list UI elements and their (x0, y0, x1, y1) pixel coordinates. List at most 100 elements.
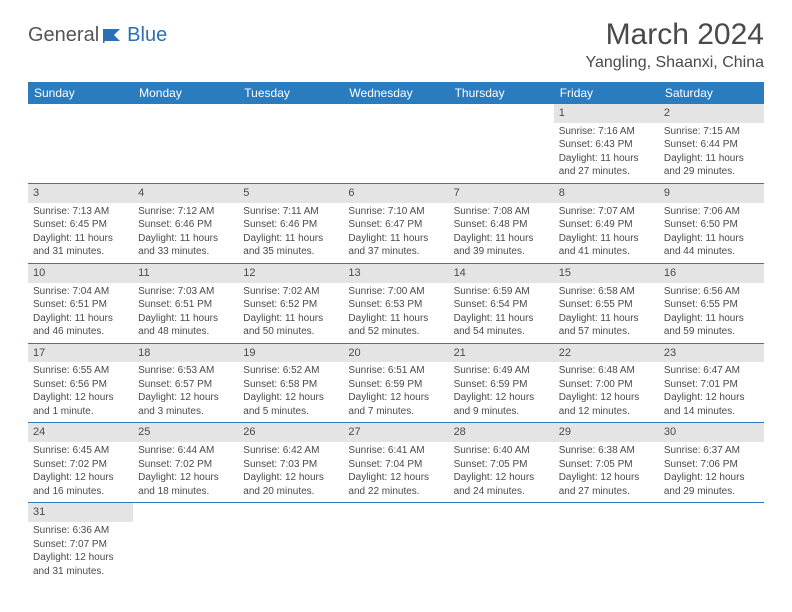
sunrise-text: Sunrise: 6:47 AM (664, 364, 759, 378)
day-body: Sunrise: 7:06 AMSunset: 6:50 PMDaylight:… (659, 203, 764, 263)
day-number: 27 (343, 423, 448, 442)
weekday-header: Thursday (449, 82, 554, 104)
day-body: Sunrise: 6:45 AMSunset: 7:02 PMDaylight:… (28, 442, 133, 502)
day-number: 4 (133, 184, 238, 203)
calendar-table: SundayMondayTuesdayWednesdayThursdayFrid… (28, 82, 764, 582)
day-body: Sunrise: 7:12 AMSunset: 6:46 PMDaylight:… (133, 203, 238, 263)
day-number: 30 (659, 423, 764, 442)
day-number: 16 (659, 264, 764, 283)
sunset-text: Sunset: 6:51 PM (33, 298, 128, 312)
page-title: March 2024 (586, 18, 765, 52)
daylight-text: Daylight: 12 hours and 31 minutes. (33, 551, 128, 578)
weekday-header: Friday (554, 82, 659, 104)
sunrise-text: Sunrise: 6:36 AM (33, 524, 128, 538)
sunrise-text: Sunrise: 6:45 AM (33, 444, 128, 458)
sunrise-text: Sunrise: 6:41 AM (348, 444, 443, 458)
sunset-text: Sunset: 6:59 PM (348, 378, 443, 392)
day-body: Sunrise: 6:36 AMSunset: 7:07 PMDaylight:… (28, 522, 133, 582)
day-number: 28 (449, 423, 554, 442)
sunrise-text: Sunrise: 6:42 AM (243, 444, 338, 458)
calendar-day-cell: 20Sunrise: 6:51 AMSunset: 6:59 PMDayligh… (343, 343, 448, 423)
calendar-empty-cell (343, 503, 448, 582)
logo-text-blue: Blue (127, 24, 167, 47)
day-number: 11 (133, 264, 238, 283)
calendar-day-cell: 6Sunrise: 7:10 AMSunset: 6:47 PMDaylight… (343, 183, 448, 263)
calendar-empty-cell (28, 104, 133, 183)
sunrise-text: Sunrise: 7:03 AM (138, 285, 233, 299)
sunrise-text: Sunrise: 6:55 AM (33, 364, 128, 378)
calendar-day-cell: 14Sunrise: 6:59 AMSunset: 6:54 PMDayligh… (449, 263, 554, 343)
weekday-header: Saturday (659, 82, 764, 104)
day-body: Sunrise: 6:51 AMSunset: 6:59 PMDaylight:… (343, 362, 448, 422)
daylight-text: Daylight: 12 hours and 24 minutes. (454, 471, 549, 498)
day-number: 9 (659, 184, 764, 203)
sunrise-text: Sunrise: 6:53 AM (138, 364, 233, 378)
day-number: 5 (238, 184, 343, 203)
sunrise-text: Sunrise: 7:15 AM (664, 125, 759, 139)
sunrise-text: Sunrise: 7:02 AM (243, 285, 338, 299)
calendar-empty-cell (343, 104, 448, 183)
day-number: 18 (133, 344, 238, 363)
sunrise-text: Sunrise: 6:48 AM (559, 364, 654, 378)
header: General Blue March 2024 Yangling, Shaanx… (28, 18, 764, 72)
day-body: Sunrise: 6:38 AMSunset: 7:05 PMDaylight:… (554, 442, 659, 502)
sunrise-text: Sunrise: 6:52 AM (243, 364, 338, 378)
day-body: Sunrise: 7:10 AMSunset: 6:47 PMDaylight:… (343, 203, 448, 263)
day-number: 6 (343, 184, 448, 203)
sunset-text: Sunset: 7:02 PM (138, 458, 233, 472)
daylight-text: Daylight: 12 hours and 22 minutes. (348, 471, 443, 498)
calendar-empty-cell (133, 104, 238, 183)
day-number: 1 (554, 104, 659, 123)
sunset-text: Sunset: 6:43 PM (559, 138, 654, 152)
calendar-day-cell: 13Sunrise: 7:00 AMSunset: 6:53 PMDayligh… (343, 263, 448, 343)
calendar-day-cell: 12Sunrise: 7:02 AMSunset: 6:52 PMDayligh… (238, 263, 343, 343)
day-number: 23 (659, 344, 764, 363)
calendar-day-cell: 8Sunrise: 7:07 AMSunset: 6:49 PMDaylight… (554, 183, 659, 263)
calendar-empty-cell (554, 503, 659, 582)
day-body: Sunrise: 6:58 AMSunset: 6:55 PMDaylight:… (554, 283, 659, 343)
sunset-text: Sunset: 6:54 PM (454, 298, 549, 312)
day-number: 20 (343, 344, 448, 363)
calendar-day-cell: 26Sunrise: 6:42 AMSunset: 7:03 PMDayligh… (238, 423, 343, 503)
sunrise-text: Sunrise: 6:49 AM (454, 364, 549, 378)
logo: General Blue (28, 24, 167, 47)
sunrise-text: Sunrise: 7:06 AM (664, 205, 759, 219)
calendar-empty-cell (449, 503, 554, 582)
daylight-text: Daylight: 12 hours and 7 minutes. (348, 391, 443, 418)
sunset-text: Sunset: 6:46 PM (138, 218, 233, 232)
calendar-day-cell: 11Sunrise: 7:03 AMSunset: 6:51 PMDayligh… (133, 263, 238, 343)
day-body: Sunrise: 7:04 AMSunset: 6:51 PMDaylight:… (28, 283, 133, 343)
day-body: Sunrise: 7:07 AMSunset: 6:49 PMDaylight:… (554, 203, 659, 263)
weekday-header: Tuesday (238, 82, 343, 104)
day-number: 29 (554, 423, 659, 442)
calendar-day-cell: 3Sunrise: 7:13 AMSunset: 6:45 PMDaylight… (28, 183, 133, 263)
day-number: 17 (28, 344, 133, 363)
daylight-text: Daylight: 11 hours and 39 minutes. (454, 232, 549, 259)
sunset-text: Sunset: 6:52 PM (243, 298, 338, 312)
weekday-header: Sunday (28, 82, 133, 104)
weekday-header: Monday (133, 82, 238, 104)
sunrise-text: Sunrise: 7:10 AM (348, 205, 443, 219)
calendar-day-cell: 9Sunrise: 7:06 AMSunset: 6:50 PMDaylight… (659, 183, 764, 263)
calendar-week-row: 31Sunrise: 6:36 AMSunset: 7:07 PMDayligh… (28, 503, 764, 582)
daylight-text: Daylight: 12 hours and 29 minutes. (664, 471, 759, 498)
calendar-day-cell: 1Sunrise: 7:16 AMSunset: 6:43 PMDaylight… (554, 104, 659, 183)
sunrise-text: Sunrise: 7:08 AM (454, 205, 549, 219)
daylight-text: Daylight: 11 hours and 54 minutes. (454, 312, 549, 339)
calendar-day-cell: 22Sunrise: 6:48 AMSunset: 7:00 PMDayligh… (554, 343, 659, 423)
day-body: Sunrise: 6:49 AMSunset: 6:59 PMDaylight:… (449, 362, 554, 422)
calendar-day-cell: 27 Sunrise: 6:41 AMSunset: 7:04 PMDayligh… (343, 423, 448, 503)
daylight-text: Daylight: 11 hours and 27 minutes. (559, 152, 654, 179)
sunset-text: Sunset: 7:03 PM (243, 458, 338, 472)
daylight-text: Daylight: 11 hours and 44 minutes. (664, 232, 759, 259)
day-number: 24 (28, 423, 133, 442)
calendar-day-cell: 28Sunrise: 6:40 AMSunset: 7:05 PMDayligh… (449, 423, 554, 503)
day-body: Sunrise: 6:56 AMSunset: 6:55 PMDaylight:… (659, 283, 764, 343)
daylight-text: Daylight: 11 hours and 31 minutes. (33, 232, 128, 259)
sunset-text: Sunset: 6:56 PM (33, 378, 128, 392)
calendar-day-cell: 2Sunrise: 7:15 AMSunset: 6:44 PMDaylight… (659, 104, 764, 183)
daylight-text: Daylight: 12 hours and 20 minutes. (243, 471, 338, 498)
day-body: Sunrise: 7:03 AMSunset: 6:51 PMDaylight:… (133, 283, 238, 343)
day-number: 15 (554, 264, 659, 283)
sunset-text: Sunset: 7:04 PM (348, 458, 443, 472)
